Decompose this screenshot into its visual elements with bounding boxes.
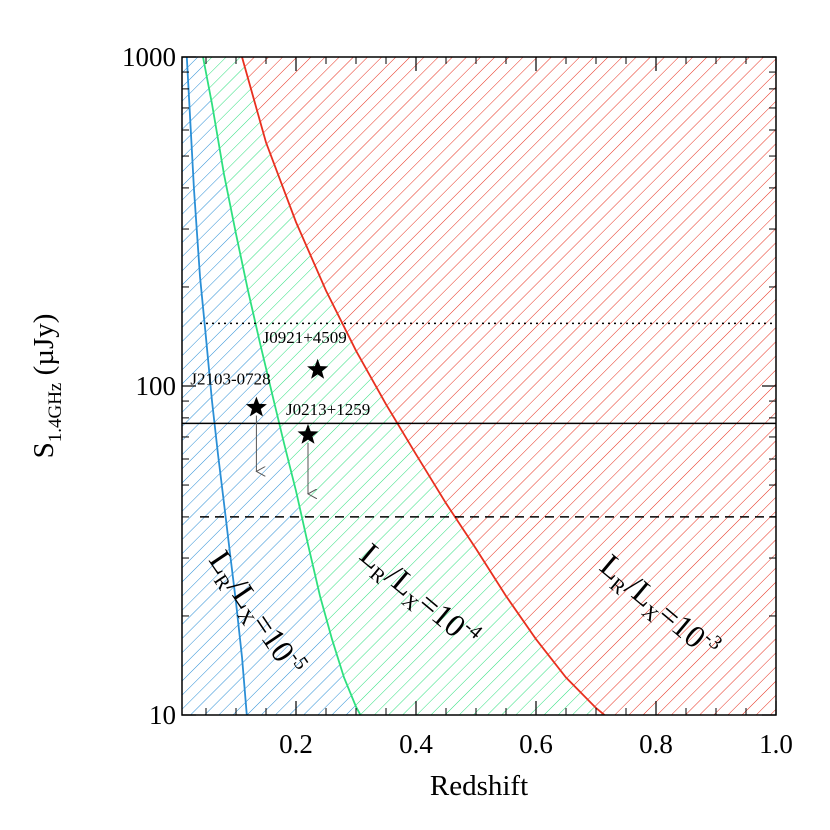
- region-blue: [182, 57, 247, 715]
- y-axis-title: S1.4GHz (µJy): [28, 314, 66, 459]
- region-green-band: [203, 57, 605, 715]
- curve-red: [241, 57, 606, 715]
- star-marker: [297, 423, 319, 444]
- x-tick-label: 0.2: [279, 729, 313, 759]
- star-marker: [245, 396, 267, 417]
- x-axis-title: Redshift: [430, 770, 528, 802]
- y-tick-label: 1000: [122, 42, 176, 72]
- star-marker: [307, 358, 329, 379]
- x-tick-label: 0.6: [519, 729, 553, 759]
- source-label: J0213+1259: [286, 400, 370, 419]
- curve-green: [202, 57, 362, 715]
- source-label: J0921+4509: [263, 328, 347, 347]
- x-tick-label: 1.0: [759, 729, 793, 759]
- axis-ticks: 0.2 0.4 0.6 0.8 1.0 10 100 1000: [122, 42, 793, 759]
- y-tick-label: 100: [136, 371, 177, 401]
- y-tick-label: 10: [149, 700, 176, 730]
- x-tick-label: 0.4: [399, 729, 433, 759]
- x-tick-label: 0.8: [639, 729, 673, 759]
- region-red-band: [242, 57, 776, 715]
- curves: [185, 57, 606, 715]
- flux-limit-lines: [182, 322, 776, 518]
- curve-blue: [185, 57, 248, 715]
- sources: J0921+4509 J2103-0728 J0213+1259: [190, 328, 370, 494]
- source-label: J2103-0728: [190, 370, 270, 389]
